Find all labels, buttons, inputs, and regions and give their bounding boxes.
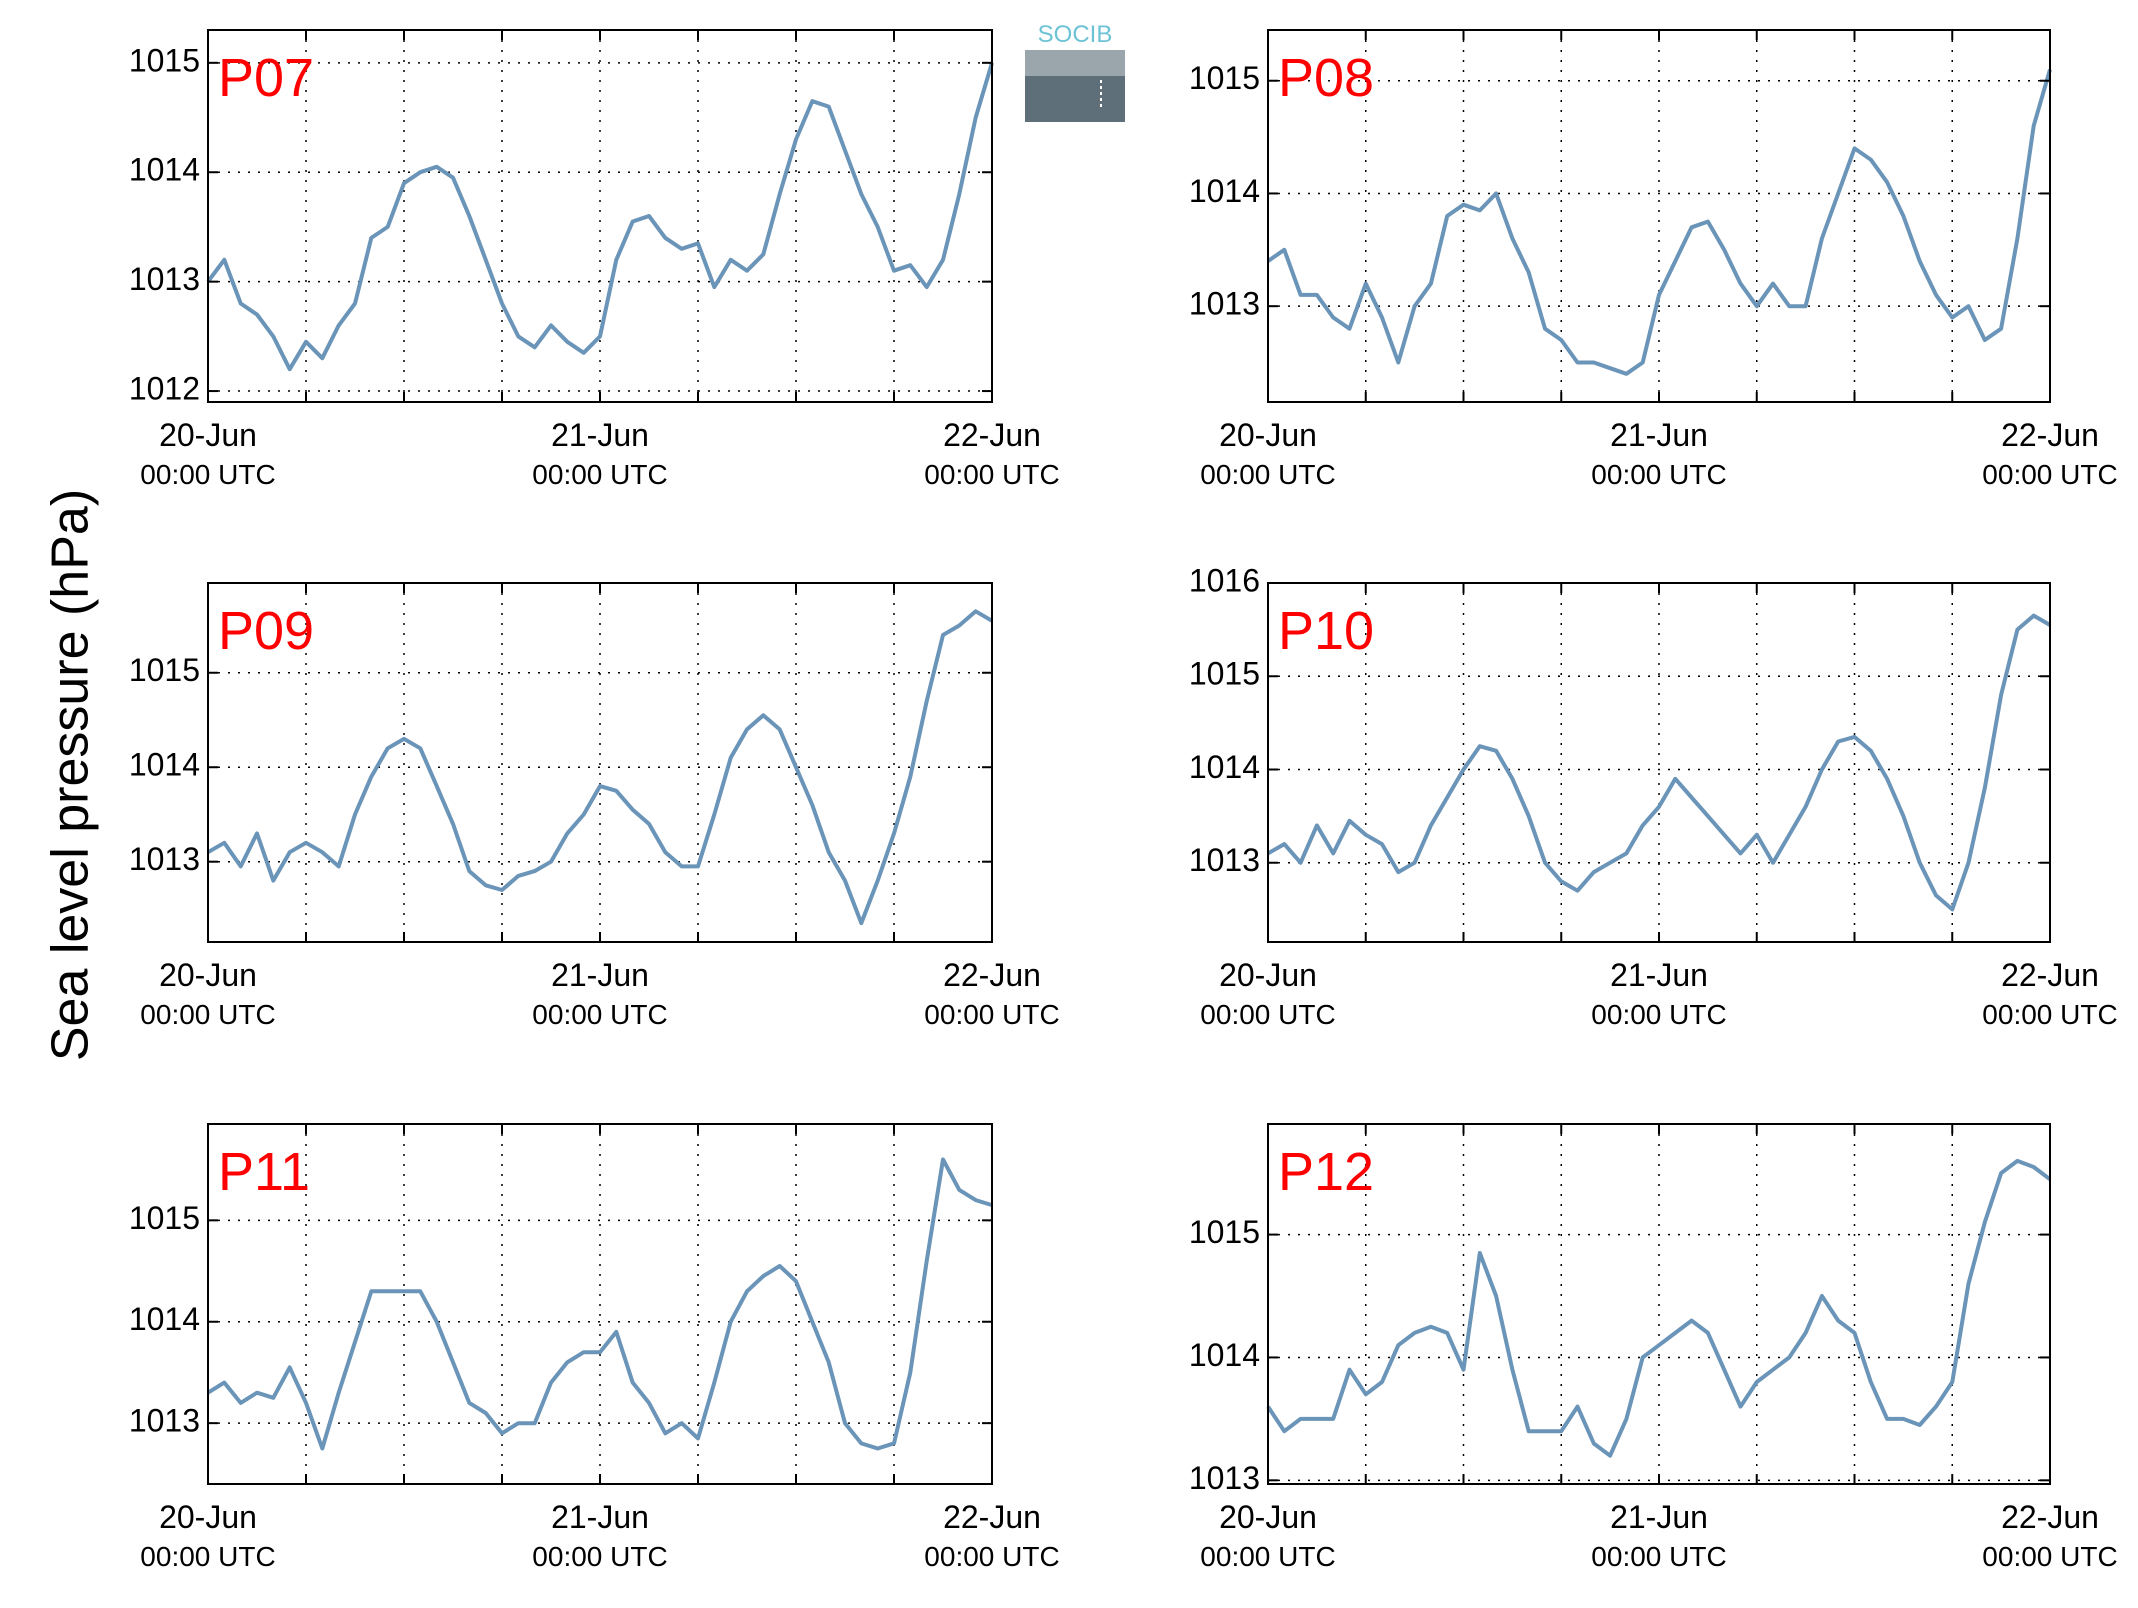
x-tick-label: 20-Jun: [1219, 417, 1317, 453]
y-tick-label: 1014: [129, 747, 200, 783]
x-tick-label: 21-Jun: [1610, 957, 1708, 993]
panel-title: P08: [1278, 48, 1374, 108]
x-tick-label: 20-Jun: [159, 957, 257, 993]
y-tick-label: 1013: [129, 261, 200, 297]
logo-block-top: [1025, 50, 1125, 76]
y-tick-label: 1013: [1189, 286, 1260, 322]
y-tick-label: 1013: [1189, 1460, 1260, 1496]
y-tick-label: 1013: [1189, 842, 1260, 878]
y-tick-label: 1015: [129, 1200, 200, 1236]
x-tick-sublabel: 00:00 UTC: [532, 459, 667, 490]
x-tick-sublabel: 00:00 UTC: [1591, 459, 1726, 490]
x-tick-sublabel: 00:00 UTC: [532, 1541, 667, 1572]
y-tick-label: 1015: [1189, 1214, 1260, 1250]
x-tick-label: 22-Jun: [943, 417, 1041, 453]
chart-panel-p08: 1013 1014 1015 20-Jun 00:00 UTC 21-Jun 00:00 U…: [1189, 29, 2118, 490]
x-tick-label: 21-Jun: [1610, 1499, 1708, 1535]
y-tick-label: 1013: [129, 841, 200, 877]
panel-title: P07: [218, 48, 314, 108]
chart-panel-p12: 1013 1014 1015 20-Jun 00:00 UTC 21-Jun 00:00 U…: [1189, 1123, 2118, 1572]
x-tick-label: 22-Jun: [2001, 417, 2099, 453]
y-axis-label: Sea level pressure (hPa): [42, 489, 100, 1061]
panel-title: P10: [1278, 601, 1374, 661]
y-tick-label: 1015: [1189, 656, 1260, 692]
series-line: [1267, 613, 2051, 912]
x-tick-label: 20-Jun: [159, 1499, 257, 1535]
x-tick-label: 22-Jun: [943, 1499, 1041, 1535]
x-tick-label: 20-Jun: [1219, 957, 1317, 993]
x-tick-sublabel: 00:00 UTC: [1200, 459, 1335, 490]
x-tick-label: 20-Jun: [1219, 1499, 1317, 1535]
x-tick-sublabel: 00:00 UTC: [1982, 999, 2117, 1030]
panel-title: P12: [1278, 1142, 1374, 1202]
x-tick-sublabel: 00:00 UTC: [1591, 1541, 1726, 1572]
x-tick-label: 22-Jun: [2001, 957, 2099, 993]
series-line: [1266, 1158, 2052, 1458]
x-tick-sublabel: 00:00 UTC: [1982, 1541, 2117, 1572]
x-tick-label: 22-Jun: [2001, 1499, 2099, 1535]
panel-title: P09: [218, 601, 314, 661]
x-tick-label: 21-Jun: [551, 417, 649, 453]
x-tick-sublabel: 00:00 UTC: [140, 459, 275, 490]
socib-logo: SOCIB: [1025, 21, 1125, 122]
chart-panel-p10: 1013 1014 1015 1016 20-Jun 00:00 UTC 21-Jun 00:…: [1189, 562, 2118, 1030]
y-tick-label: 1014: [129, 1301, 200, 1337]
series-line: [1266, 68, 2052, 376]
logo-text: SOCIB: [1038, 21, 1113, 48]
series-line: [207, 609, 994, 926]
x-tick-sublabel: 00:00 UTC: [1591, 999, 1726, 1030]
x-tick-sublabel: 00:00 UTC: [924, 999, 1059, 1030]
y-tick-label: 1014: [1189, 1337, 1260, 1373]
x-tick-sublabel: 00:00 UTC: [140, 999, 275, 1030]
chart-panel-p09: 1013 1014 1015 20-Jun 00:00 UTC 21-Jun 00:00 U…: [129, 582, 1060, 1030]
x-tick-sublabel: 00:00 UTC: [1200, 1541, 1335, 1572]
x-tick-label: 22-Jun: [943, 957, 1041, 993]
x-tick-sublabel: 00:00 UTC: [924, 459, 1059, 490]
y-tick-label: 1014: [1189, 749, 1260, 785]
x-tick-label: 20-Jun: [159, 417, 257, 453]
x-tick-label: 21-Jun: [1610, 417, 1708, 453]
chart-panel-p07: 1012 1013 1014 1015 20-Jun 00:00 UTC 21-Jun 00:…: [129, 29, 1060, 490]
y-tick-label: 1014: [129, 152, 200, 188]
x-tick-sublabel: 00:00 UTC: [1200, 999, 1335, 1030]
y-tick-label: 1014: [1189, 173, 1260, 209]
chart-panel-p11: 1013 1014 1015 20-Jun 00:00 UTC 21-Jun 00:00 U…: [129, 1123, 1060, 1572]
x-tick-sublabel: 00:00 UTC: [924, 1541, 1059, 1572]
y-tick-label: 1015: [1189, 60, 1260, 96]
x-tick-label: 21-Jun: [551, 957, 649, 993]
y-tick-label: 1013: [129, 1403, 200, 1439]
y-tick-label: 1016: [1189, 562, 1260, 598]
y-tick-label: 1015: [129, 652, 200, 688]
x-tick-sublabel: 00:00 UTC: [532, 999, 667, 1030]
x-tick-sublabel: 00:00 UTC: [1982, 459, 2117, 490]
x-tick-label: 21-Jun: [551, 1499, 649, 1535]
x-tick-sublabel: 00:00 UTC: [140, 1541, 275, 1572]
panels: 1012 1013 1014 1015 20-Jun 00:00 UTC 21-Jun 00:…: [129, 29, 2118, 1572]
y-tick-label: 1012: [129, 371, 200, 407]
series-line: [206, 62, 994, 372]
series-line: [206, 1157, 993, 1451]
panel-title: P11: [218, 1142, 310, 1202]
y-tick-label: 1015: [129, 42, 200, 78]
